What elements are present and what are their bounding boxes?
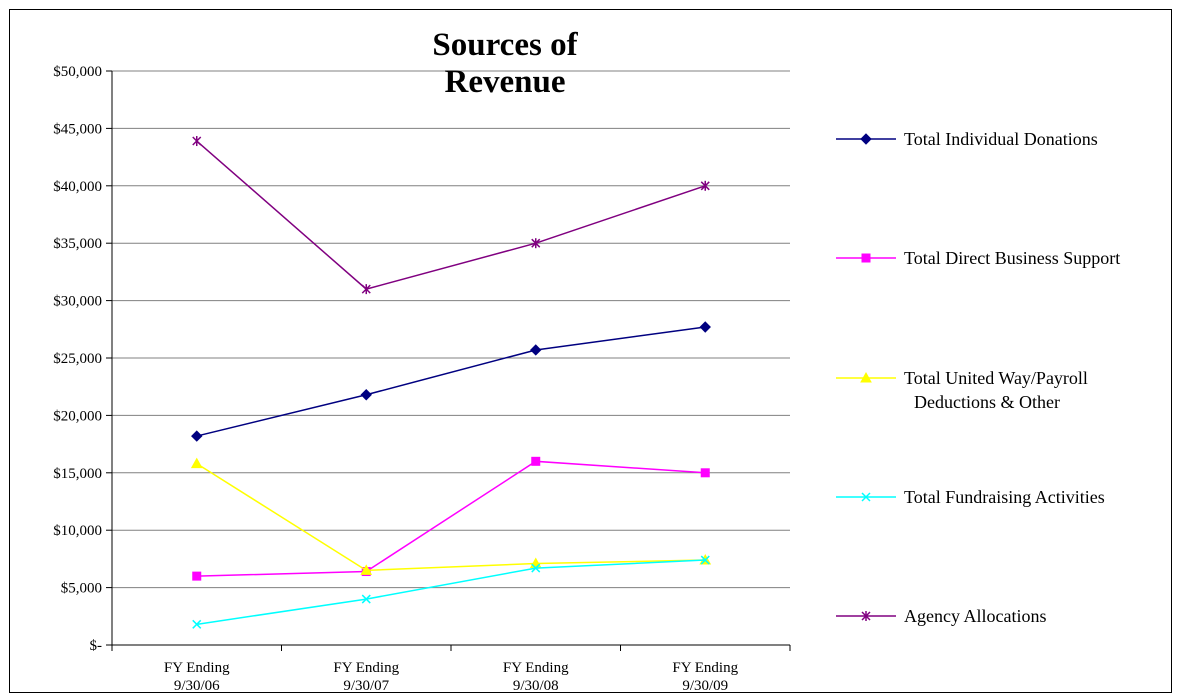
y-tick-label: $20,000 bbox=[53, 408, 102, 424]
series-4 bbox=[192, 136, 710, 295]
y-tick-label: $40,000 bbox=[53, 179, 102, 195]
data-point-diamond bbox=[530, 344, 542, 356]
data-point-square bbox=[531, 456, 541, 466]
data-point-x-stroke bbox=[192, 619, 202, 629]
data-point-square bbox=[192, 571, 202, 581]
data-point-x bbox=[861, 492, 871, 502]
data-point-diamond bbox=[191, 430, 203, 442]
y-tick-label: $45,000 bbox=[53, 121, 102, 137]
data-point-triangle bbox=[190, 457, 203, 469]
legend-item: Total Direct Business Support bbox=[836, 248, 1120, 268]
series-line bbox=[196, 140, 706, 290]
y-tick-label: $- bbox=[90, 638, 103, 654]
series-line bbox=[196, 460, 706, 577]
series-line bbox=[196, 326, 706, 437]
legend-label: Total Individual Donations bbox=[904, 129, 1098, 149]
data-point-triangle bbox=[860, 371, 872, 383]
data-point-star bbox=[861, 611, 871, 621]
series-3 bbox=[192, 555, 710, 629]
y-tick-label: $35,000 bbox=[53, 236, 102, 252]
data-point-diamond bbox=[860, 133, 872, 145]
data-point-x bbox=[192, 619, 202, 629]
x-tick-label: FY Ending 9/30/07 bbox=[333, 660, 399, 694]
series-line bbox=[196, 559, 706, 626]
legend-label: Total Fundraising Activities bbox=[904, 487, 1105, 507]
data-point-x-stroke bbox=[531, 563, 541, 573]
y-tick-label: $25,000 bbox=[53, 351, 102, 367]
legend-label: Agency Allocations bbox=[904, 606, 1046, 626]
x-tick-label: FY Ending 9/30/09 bbox=[672, 660, 738, 694]
data-point-x-stroke bbox=[861, 492, 871, 502]
data-point-x bbox=[361, 594, 371, 604]
chart-title: Sources of Revenue bbox=[432, 27, 578, 100]
legend-item: Total Individual Donations bbox=[836, 129, 1098, 149]
series-line bbox=[196, 462, 706, 572]
legend-label: Total Direct Business Support bbox=[904, 248, 1120, 268]
y-tick-label: $30,000 bbox=[53, 294, 102, 310]
data-point-square bbox=[861, 253, 871, 263]
y-tick-label: $10,000 bbox=[53, 523, 102, 539]
y-tick-label: $50,000 bbox=[53, 64, 102, 80]
series-0 bbox=[191, 321, 711, 442]
data-point-star bbox=[361, 284, 371, 295]
data-point-star bbox=[192, 136, 202, 147]
data-point-star bbox=[531, 238, 541, 249]
data-point-star bbox=[700, 180, 710, 191]
x-tick-label: FY Ending 9/30/06 bbox=[164, 660, 230, 694]
data-point-square bbox=[700, 468, 710, 478]
data-point-diamond bbox=[360, 389, 372, 401]
data-point-diamond bbox=[699, 321, 711, 333]
data-point-x-stroke bbox=[700, 555, 710, 565]
legend-item: Total Fundraising Activities bbox=[836, 487, 1105, 507]
y-tick-label: $15,000 bbox=[53, 466, 102, 482]
data-point-x-stroke bbox=[361, 594, 371, 604]
legend-item: Total United Way/Payroll Deductions & Oth… bbox=[836, 368, 1088, 412]
data-point-x bbox=[531, 563, 541, 573]
legend: Total Individual Donations Total Direct B… bbox=[836, 129, 1120, 626]
data-point-x bbox=[700, 555, 710, 565]
chart-frame bbox=[9, 9, 1172, 693]
x-tick-label: FY Ending 9/30/08 bbox=[503, 660, 569, 694]
gridlines: $- $5,000 $10,000 $15,000 $20,000 $25,000 $30,… bbox=[53, 64, 790, 654]
legend-label: Total United Way/Payroll Deductions & Oth… bbox=[904, 368, 1088, 412]
y-tick-label: $5,000 bbox=[61, 581, 102, 597]
legend-item: Agency Allocations bbox=[836, 606, 1046, 626]
data-point-triangle bbox=[360, 564, 373, 575]
